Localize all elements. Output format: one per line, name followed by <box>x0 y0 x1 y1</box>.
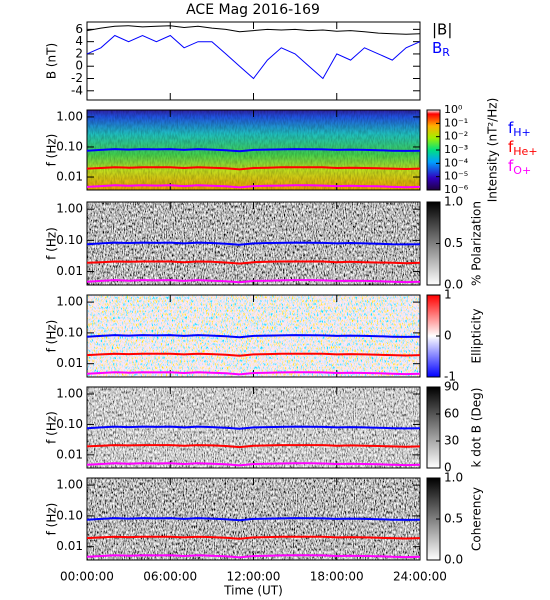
legend-base: f <box>508 138 514 156</box>
colorbar-label: Ellipticity <box>470 309 484 364</box>
legend-subscript: He+ <box>513 145 537 158</box>
colorbar-label: Coherency <box>470 487 484 551</box>
colorbar-tick-label: 0.5 <box>444 236 463 250</box>
y-tick-label: 0.01 <box>56 447 83 461</box>
legend-subscript: R <box>442 46 450 59</box>
colorbar-tick-label: 10⁻¹ <box>444 116 468 129</box>
colorbar-label: Intensity (nT²/Hz) <box>486 98 500 203</box>
colorbar-tick-label: 30 <box>444 434 459 448</box>
colorbar-tick-label: 60 <box>444 407 459 421</box>
colorbar <box>426 386 441 469</box>
y-tick-label: 0.10 <box>56 233 83 247</box>
y-tick-label: 0.01 <box>56 170 83 184</box>
y-tick-label: 1.00 <box>56 295 83 309</box>
colorbar-tick-label: 1.0 <box>444 195 463 209</box>
colorbar-tick-label: 0.0 <box>444 553 463 567</box>
data-line <box>86 334 421 339</box>
x-tick-label: 00:00:00 <box>60 570 114 584</box>
data-line <box>86 279 421 284</box>
y-tick-label: -4 <box>71 83 83 97</box>
y-tick-label: 0.10 <box>56 508 83 522</box>
colorbar-tick-label: 90 <box>444 380 459 394</box>
data-line <box>86 34 421 80</box>
legend-entry: |B| <box>432 21 452 39</box>
y-tick-label: 2 <box>75 46 83 60</box>
y-tick-label: 0.10 <box>56 325 83 339</box>
chart-title: ACE Mag 2016-169 <box>186 2 320 18</box>
data-line <box>86 371 421 376</box>
y-axis-label: f (Hz) <box>45 320 59 353</box>
legend-entry: fH+ <box>508 119 531 140</box>
y-tick-label: 0.01 <box>56 356 83 370</box>
legend-base: f <box>508 119 514 137</box>
x-tick-label: 06:00:00 <box>143 570 197 584</box>
data-line <box>86 425 421 430</box>
legend-subscript: H+ <box>513 126 531 139</box>
colorbar-tick-label: 10⁻⁴ <box>444 156 469 169</box>
data-line <box>86 554 421 559</box>
data-line <box>86 444 421 449</box>
y-tick-label: 6 <box>75 22 83 36</box>
x-tick-label: 24:00:00 <box>393 570 447 584</box>
legend-base: f <box>508 157 514 175</box>
colorbar-tick-label: 10⁻³ <box>444 143 468 156</box>
x-axis-label: Time (UT) <box>223 584 283 598</box>
y-axis-label: f (Hz) <box>45 227 59 260</box>
colorbar-tick-label: 1.0 <box>444 471 463 485</box>
y-tick-label: -2 <box>71 71 83 85</box>
data-line <box>86 184 421 189</box>
y-tick-label: 1.00 <box>56 387 83 401</box>
colorbar-tick-label: 10⁻⁶ <box>444 183 469 196</box>
data-line <box>86 517 421 522</box>
y-tick-label: 1.00 <box>56 478 83 492</box>
legend-entry: fHe+ <box>508 138 538 159</box>
data-line <box>86 241 421 246</box>
data-line <box>86 166 421 171</box>
data-line <box>86 25 421 35</box>
y-axis-label: f (Hz) <box>45 411 59 444</box>
colorbar-label: % Polarization <box>470 201 484 286</box>
data-line <box>86 462 421 467</box>
y-tick-label: 0.10 <box>56 417 83 431</box>
colorbar-label: k dot B (Deg) <box>470 388 484 468</box>
colorbar-tick-label: 10⁰ <box>444 103 463 116</box>
legend-base: B <box>432 39 442 57</box>
y-tick-label: 0.01 <box>56 539 83 553</box>
x-tick-label: 18:00:00 <box>310 570 364 584</box>
y-tick-label: 0.10 <box>56 139 83 153</box>
data-line <box>86 260 421 265</box>
colorbar-tick-label: 0.5 <box>444 512 463 526</box>
y-tick-label: 0 <box>75 59 83 73</box>
colorbar-tick-label: -1 <box>444 370 456 384</box>
data-line <box>86 352 421 357</box>
legend-entry: fO+ <box>508 157 531 178</box>
data-line <box>86 535 421 540</box>
y-tick-label: 1.00 <box>56 109 83 123</box>
y-tick-label: 4 <box>75 34 83 48</box>
legend-subscript: O+ <box>513 164 531 177</box>
colorbar-tick-label: 0 <box>444 329 452 343</box>
y-tick-label: 1.00 <box>56 202 83 216</box>
legend-entry: BR <box>432 39 450 60</box>
x-tick-label: 12:00:00 <box>227 570 281 584</box>
y-axis-label: B (nT) <box>45 43 59 79</box>
y-tick-label: 0.01 <box>56 264 83 278</box>
data-line <box>86 148 421 153</box>
colorbar-tick-label: 0 <box>444 461 452 475</box>
plot-frame <box>86 21 421 101</box>
colorbar-tick-label: 0.0 <box>444 278 463 292</box>
colorbar-tick-label: 10⁻² <box>444 130 468 143</box>
y-axis-label: f (Hz) <box>45 503 59 536</box>
colorbar-tick-label: 10⁻⁵ <box>444 170 468 183</box>
y-axis-label: f (Hz) <box>45 134 59 167</box>
colorbar-tick-label: 1 <box>444 288 452 302</box>
